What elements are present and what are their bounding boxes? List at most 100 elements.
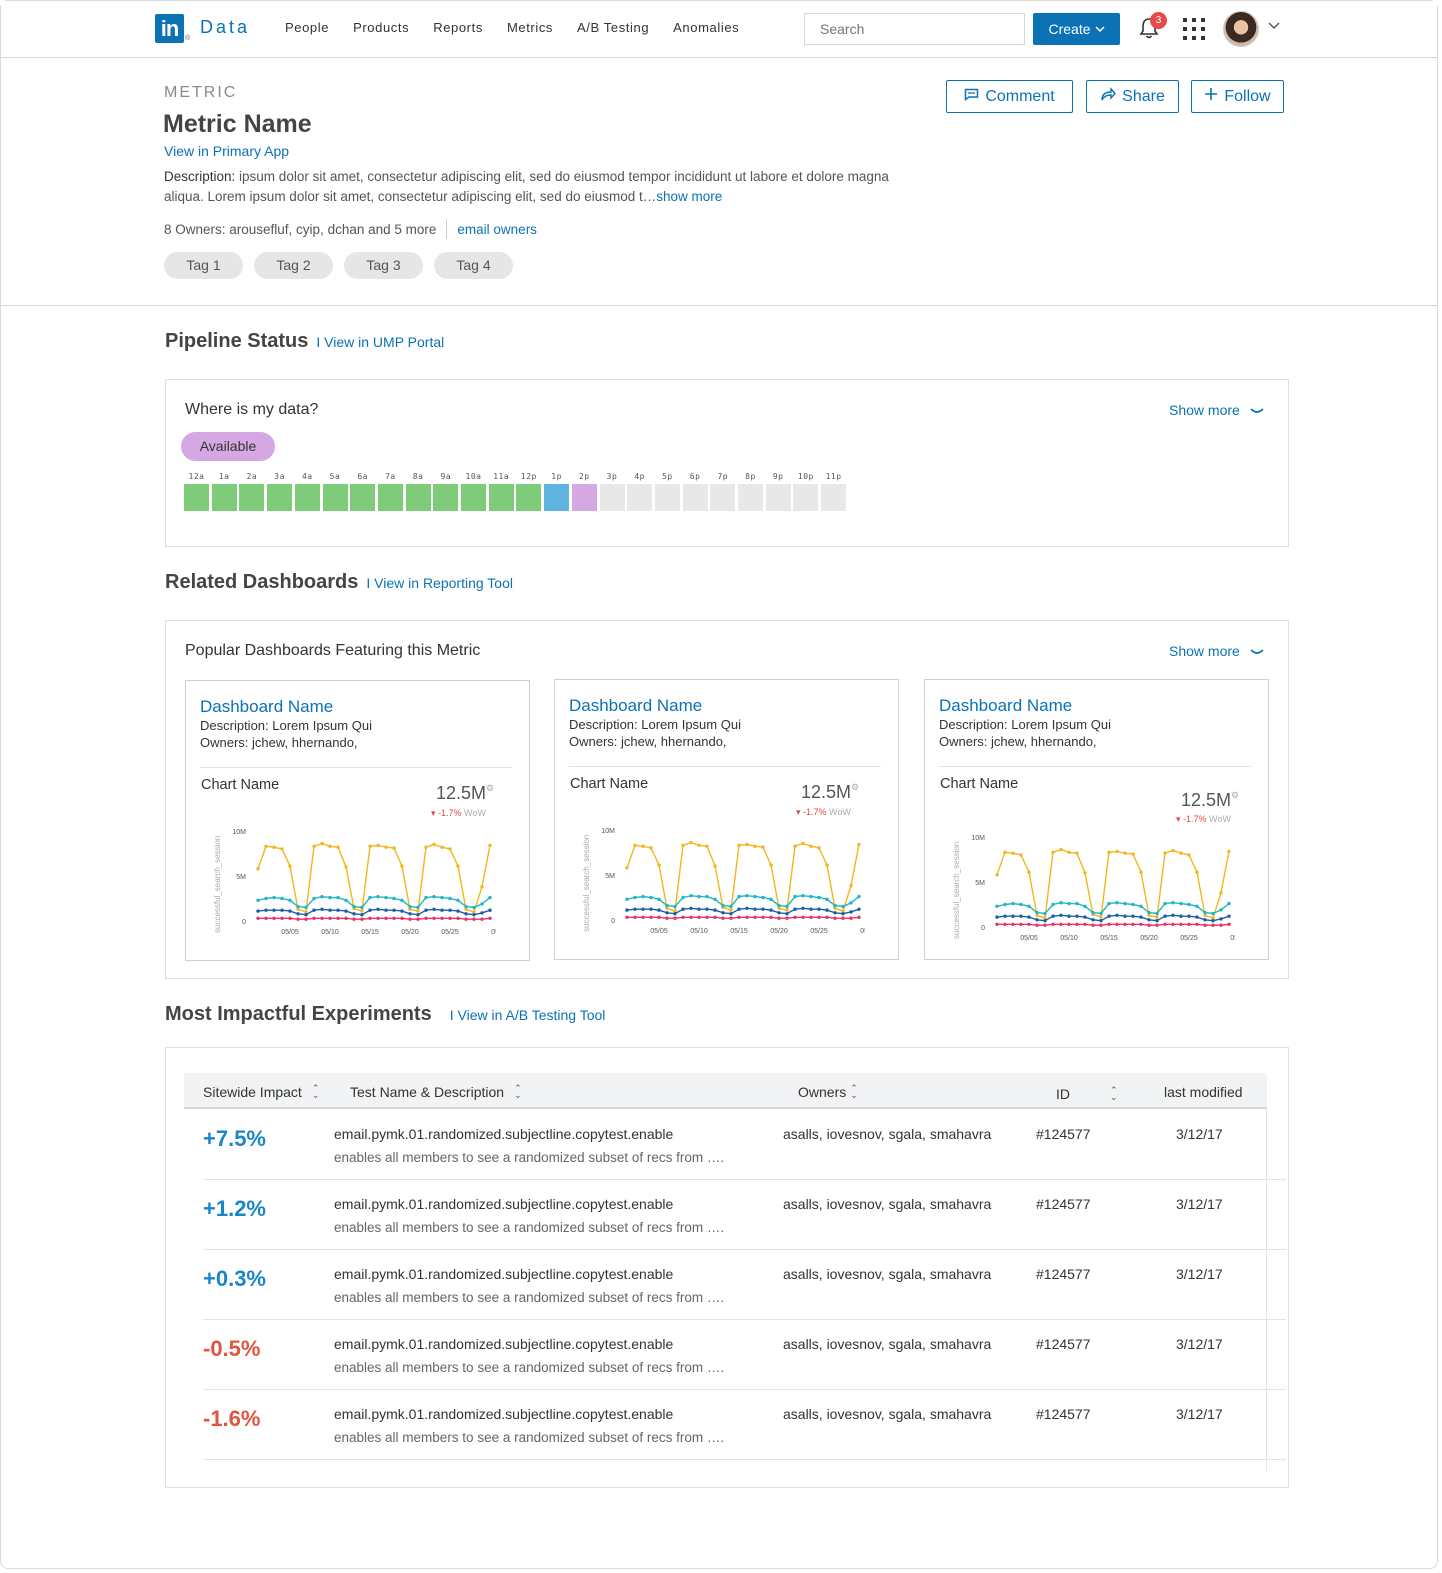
hour-slot[interactable]: 1p xyxy=(544,472,570,511)
show-more-button[interactable]: Show more xyxy=(1169,643,1264,659)
data-point xyxy=(400,898,404,902)
app-grid-icon[interactable] xyxy=(1183,18,1205,40)
column-header-test[interactable]: Test Name & Description ⌃ ⌄ xyxy=(350,1083,522,1101)
data-point xyxy=(1019,914,1023,918)
gear-icon[interactable]: ⚙ xyxy=(1231,790,1240,800)
tag-chip[interactable]: Tag 2 xyxy=(254,252,333,279)
hour-slot[interactable]: 4p xyxy=(627,472,653,511)
hour-slot[interactable]: 10p xyxy=(793,472,819,511)
hour-slot[interactable]: 2p xyxy=(571,472,597,511)
sort-icon[interactable]: ⌃ ⌄ xyxy=(514,1083,522,1100)
hour-slot[interactable]: 6a xyxy=(350,472,376,511)
dashboard-card[interactable]: Dashboard Name Description: Lorem Ipsum … xyxy=(185,680,530,961)
table-row[interactable]: -1.6% email.pymk.01.randomized.subjectlin… xyxy=(203,1390,1286,1460)
column-header-modified[interactable]: last modified xyxy=(1164,1084,1243,1100)
x-tick-label: 05/20 xyxy=(401,929,419,936)
dashboard-name-link[interactable]: Dashboard Name xyxy=(200,697,334,716)
dashboard-name-link[interactable]: Dashboard Name xyxy=(939,696,1073,715)
hour-slot[interactable]: 11a xyxy=(488,472,514,511)
hour-slot[interactable]: 7a xyxy=(377,472,403,511)
data-point xyxy=(673,912,677,916)
table-row[interactable]: +0.3% email.pymk.01.randomized.subjectlin… xyxy=(203,1250,1286,1320)
data-point xyxy=(713,864,717,868)
nav-item-ab-testing[interactable]: A/B Testing xyxy=(577,20,650,35)
hour-slot[interactable]: 10a xyxy=(461,472,486,511)
table-row[interactable]: +1.2% email.pymk.01.randomized.subjectlin… xyxy=(203,1180,1286,1250)
table-row[interactable]: -0.5% email.pymk.01.randomized.subjectlin… xyxy=(203,1320,1286,1390)
hour-slot[interactable]: 8p xyxy=(738,472,763,511)
data-point xyxy=(328,908,332,912)
sort-icon[interactable]: ⌃ ⌄ xyxy=(1110,1085,1118,1102)
hour-slot[interactable]: 7p xyxy=(710,472,736,511)
section-title: Pipeline Status xyxy=(165,330,309,352)
y-tick-label: 5M xyxy=(236,874,246,881)
nav-item-people[interactable]: People xyxy=(285,20,330,35)
follow-button[interactable]: Follow xyxy=(1191,80,1284,113)
hour-slot[interactable]: 9p xyxy=(765,472,791,511)
test-name[interactable]: email.pymk.01.randomized.subjectline.cop… xyxy=(334,1266,674,1282)
data-point xyxy=(801,906,805,910)
show-more-button[interactable]: Show more xyxy=(1169,402,1264,418)
test-name[interactable]: email.pymk.01.randomized.subjectline.cop… xyxy=(334,1336,674,1352)
hour-slot[interactable]: 12p xyxy=(516,472,542,511)
sort-icon[interactable]: ⌃ ⌄ xyxy=(850,1083,858,1100)
dashboard-card[interactable]: Dashboard Name Description: Lorem Ipsum … xyxy=(554,679,899,960)
linkedin-logo[interactable]: in ® xyxy=(155,14,190,43)
test-name[interactable]: email.pymk.01.randomized.subjectline.cop… xyxy=(334,1406,674,1422)
view-ump-portal-link[interactable]: I View in UMP Portal xyxy=(316,334,445,350)
view-primary-app-link[interactable]: View in Primary App xyxy=(164,143,290,159)
hour-slot[interactable]: 5p xyxy=(654,472,680,511)
tag-chip[interactable]: Tag 4 xyxy=(434,252,513,279)
sort-icon[interactable]: ⌃ ⌄ xyxy=(311,1083,320,1100)
view-ab-testing-tool-link[interactable]: I View in A/B Testing Tool xyxy=(449,1007,606,1023)
avatar[interactable] xyxy=(1223,11,1259,47)
hour-slot[interactable]: 2a xyxy=(239,472,265,511)
gear-icon[interactable]: ⚙ xyxy=(851,782,860,792)
hour-slot[interactable]: 4a xyxy=(294,472,320,511)
column-header-impact[interactable]: Sitewide Impact ⌃ ⌄ xyxy=(203,1083,320,1101)
nav-item-metrics[interactable]: Metrics xyxy=(506,20,554,35)
data-point xyxy=(769,908,773,912)
hour-slot[interactable]: 5a xyxy=(322,472,348,511)
data-point xyxy=(641,915,645,919)
data-point xyxy=(1099,911,1103,916)
table-row[interactable]: +7.5% email.pymk.01.randomized.subjectlin… xyxy=(203,1110,1286,1180)
hour-slot[interactable]: 1a xyxy=(211,472,237,511)
hour-slot[interactable]: 12a xyxy=(184,472,209,511)
show-more-link[interactable]: show more xyxy=(656,189,723,204)
hour-label: 4a xyxy=(301,472,313,481)
hour-slot[interactable]: 8a xyxy=(405,472,431,511)
nav-item-anomalies[interactable]: Anomalies xyxy=(673,20,740,35)
comment-button[interactable]: Comment xyxy=(946,80,1073,113)
test-description: enables all members to see a randomized … xyxy=(334,1290,725,1305)
hour-slot[interactable]: 6p xyxy=(682,472,708,511)
nav-item-products[interactable]: Products xyxy=(353,20,410,35)
tag-chip[interactable]: Tag 3 xyxy=(344,252,423,279)
dashboard-card[interactable]: Dashboard Name Description: Lorem Ipsum … xyxy=(924,679,1269,960)
nav-item-reports[interactable]: Reports xyxy=(433,20,483,35)
test-name[interactable]: email.pymk.01.randomized.subjectline.cop… xyxy=(334,1196,674,1212)
data-point xyxy=(1075,922,1079,926)
dashboard-owners: Owners: jchew, hhernando, xyxy=(939,734,1097,749)
hour-slot[interactable]: 3p xyxy=(599,472,625,511)
hour-status-block xyxy=(239,484,265,511)
share-button[interactable]: Share xyxy=(1086,80,1179,113)
column-header-id[interactable]: ID ⌃ ⌄ xyxy=(1056,1085,1118,1103)
email-owners-link[interactable]: email owners xyxy=(457,221,537,237)
tag-chip[interactable]: Tag 1 xyxy=(164,252,243,279)
view-reporting-tool-link[interactable]: I View in Reporting Tool xyxy=(366,575,513,591)
column-header-owners[interactable]: Owners ⌃ ⌄ xyxy=(798,1083,858,1101)
hour-slot[interactable]: 11p xyxy=(821,472,847,511)
chevron-down-icon[interactable] xyxy=(1268,20,1280,32)
search-input[interactable] xyxy=(804,13,1025,45)
gear-icon[interactable]: ⚙ xyxy=(486,783,495,793)
data-point xyxy=(288,864,292,868)
hour-slot[interactable]: 3a xyxy=(267,472,293,511)
test-name[interactable]: email.pymk.01.randomized.subjectline.cop… xyxy=(334,1126,674,1142)
line-chart: successful_search_session 10M 5M 0 05/05 05/1… xyxy=(952,835,1235,942)
create-button[interactable]: Create xyxy=(1033,13,1120,45)
dashboard-name-link[interactable]: Dashboard Name xyxy=(569,696,703,715)
hour-status-block xyxy=(516,484,542,511)
data-point xyxy=(857,915,861,919)
hour-slot[interactable]: 9a xyxy=(433,472,459,511)
